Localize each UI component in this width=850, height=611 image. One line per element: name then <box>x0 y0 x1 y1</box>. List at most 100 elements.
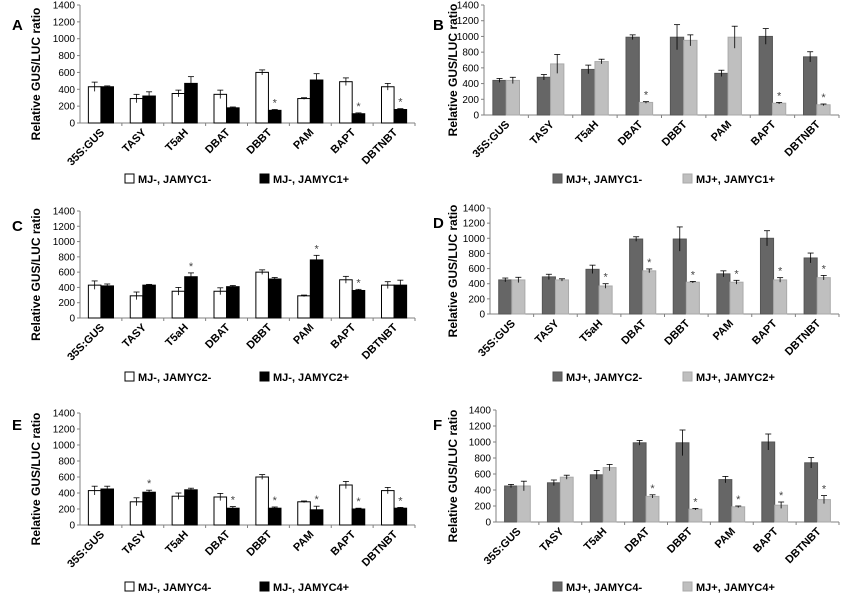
bar <box>381 86 395 124</box>
y-axis-label: Relative GUS/LUC ratio <box>446 205 460 338</box>
y-tick-label: 1400 <box>53 409 76 420</box>
bar <box>393 507 408 526</box>
y-tick-label: 0 <box>485 518 491 529</box>
significance-star: * <box>356 277 361 289</box>
significance-star: * <box>273 98 278 110</box>
y-tick-label: 1400 <box>53 1 76 12</box>
bar <box>642 270 657 315</box>
y-tick-label: 1200 <box>469 422 492 433</box>
legend-label: MJ+, JAMYC1+ <box>696 174 775 186</box>
legend-label: MJ+, JAMYC2+ <box>696 372 775 384</box>
y-tick-label: 600 <box>58 473 75 484</box>
category-label: T5aH <box>582 526 610 554</box>
panel-label: B <box>433 17 444 34</box>
bar <box>594 61 609 116</box>
bar <box>492 79 507 116</box>
bar <box>773 279 788 315</box>
bar <box>213 93 228 124</box>
category-label: BAPT <box>329 321 359 351</box>
category-label: 35S:GUS <box>476 318 518 360</box>
y-tick-label: 400 <box>58 283 75 294</box>
bar <box>759 237 775 315</box>
bar <box>685 281 700 315</box>
legend-swatch <box>682 371 693 382</box>
category-label: T5aH <box>574 119 602 147</box>
panel-label: C <box>12 218 23 235</box>
significance-star: * <box>147 478 152 490</box>
y-tick-label: 1200 <box>463 219 486 230</box>
bar <box>381 284 395 319</box>
y-tick-label: 400 <box>58 85 75 96</box>
category-label: PAM <box>291 529 316 554</box>
bar <box>226 507 240 526</box>
panel-e: E Relative GUS/LUC ratio 0 200 400 600 800 1000… <box>12 409 416 594</box>
legend-label: MJ+, JAMYC2- <box>566 372 642 384</box>
significance-star: * <box>822 263 827 275</box>
significance-star: * <box>231 495 236 507</box>
category-label: PAM <box>291 322 316 347</box>
legend-label: MJ+, JAMYC4+ <box>696 582 775 594</box>
bar <box>804 462 819 523</box>
bar <box>598 285 613 315</box>
bar <box>816 277 831 315</box>
bar <box>541 276 556 315</box>
significance-star: * <box>691 269 696 281</box>
bar <box>100 488 114 526</box>
significance-star: * <box>644 90 649 102</box>
y-tick-label: 0 <box>479 310 485 321</box>
bar <box>803 56 818 116</box>
y-tick-label: 800 <box>58 252 75 263</box>
bar <box>339 484 353 526</box>
category-label: DBTNBT <box>782 118 823 159</box>
category-label: PAM <box>709 119 734 144</box>
significance-star: * <box>398 97 403 109</box>
category-label: PAM <box>711 318 736 343</box>
category-label: 35S:GUS <box>65 529 107 571</box>
bar <box>559 476 574 523</box>
bar <box>87 86 102 124</box>
category-label: BAPT <box>329 126 359 156</box>
legend-swatch <box>124 173 135 184</box>
significance-star: * <box>778 266 783 278</box>
bar <box>629 238 644 315</box>
category-label: DBAT <box>203 321 233 351</box>
y-tick-label: 1000 <box>53 34 76 45</box>
y-tick-label: 1000 <box>53 237 76 248</box>
bar <box>393 109 408 124</box>
y-tick-label: 800 <box>468 249 485 260</box>
category-label: T5aH <box>578 318 606 346</box>
y-tick-label: 800 <box>58 457 75 468</box>
legend-swatch <box>259 581 270 592</box>
y-tick-label: 800 <box>474 454 491 465</box>
bar <box>100 86 114 124</box>
y-tick-label: 600 <box>58 68 75 79</box>
significance-star: * <box>356 101 361 113</box>
bar <box>184 276 198 319</box>
legend-label: MJ-, JAMYC4- <box>138 582 212 594</box>
bar <box>226 107 240 124</box>
y-axis-label: Relative GUS/LUC ratio <box>29 208 43 341</box>
y-tick-label: 200 <box>474 502 491 513</box>
panel-b: B Relative GUS/LUC ratio 0 200 400 600 800 1000… <box>433 1 840 186</box>
category-label: DBBT <box>660 118 690 148</box>
bar <box>546 482 561 523</box>
panel-label: F <box>433 417 442 434</box>
y-tick-label: 0 <box>69 521 75 532</box>
legend-swatch <box>259 371 270 382</box>
category-label: BAPT <box>749 118 779 148</box>
significance-star: * <box>273 495 278 507</box>
y-axis-label: Relative GUS/LUC ratio <box>29 8 43 141</box>
category-label: TASY <box>528 118 557 147</box>
significance-star: * <box>356 496 361 508</box>
bar <box>589 474 604 523</box>
legend-label: MJ-, JAMYC2+ <box>273 372 349 384</box>
category-label: TASY <box>120 126 149 155</box>
category-label: DBBT <box>665 525 695 555</box>
bar <box>142 491 156 526</box>
legend-swatch <box>682 581 693 592</box>
bar <box>511 279 526 315</box>
bar <box>351 508 366 526</box>
bar <box>171 290 186 319</box>
bar <box>729 281 744 315</box>
